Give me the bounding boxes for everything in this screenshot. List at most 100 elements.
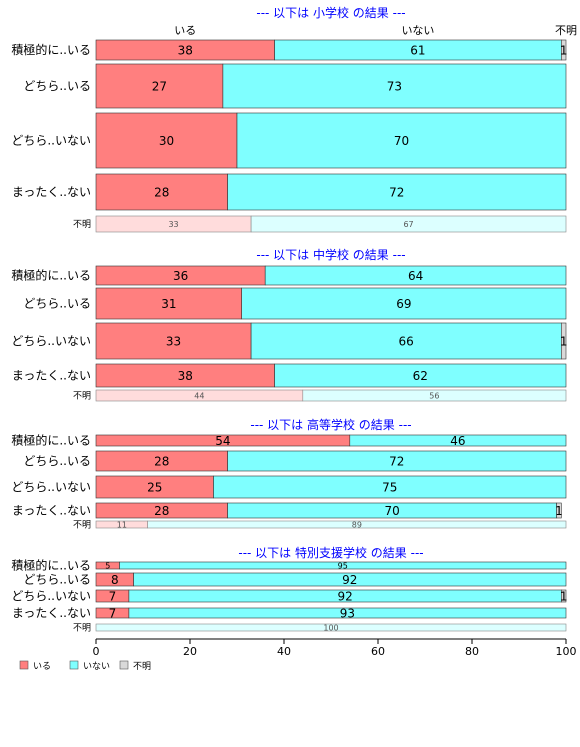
data-label: 92 <box>342 573 357 587</box>
bar-segment-inai <box>227 450 567 472</box>
bar-segment-inai <box>264 265 567 286</box>
data-label: 27 <box>152 79 167 93</box>
bar-segment-fumei <box>560 589 567 603</box>
bar-segment-inai <box>241 287 567 320</box>
data-label: 44 <box>194 391 204 400</box>
row-label: 不明 <box>73 391 91 402</box>
data-label: 28 <box>154 504 169 518</box>
data-label: 54 <box>215 434 230 448</box>
row-label: 積極的に..いる <box>11 42 91 57</box>
row-label: 不明 <box>73 623 91 634</box>
data-label: 73 <box>387 79 402 93</box>
legend-swatch-inai <box>69 660 79 670</box>
legend-label-iru: いる <box>33 661 51 672</box>
bar-segment-inai <box>128 607 567 619</box>
row-label: 積極的に..いる <box>11 268 91 283</box>
x-tick-label: 60 <box>371 645 385 658</box>
data-label: 69 <box>396 297 411 311</box>
bar-segment-inai <box>213 475 567 499</box>
row-label: どちら..いる <box>23 79 91 93</box>
data-label: 100 <box>323 623 338 632</box>
bar-segment-inai <box>147 520 567 529</box>
bar-segment-inai <box>133 572 567 587</box>
bar-segment-fumei <box>556 502 562 519</box>
data-label: 93 <box>340 606 355 620</box>
data-label: 7 <box>109 589 117 603</box>
bar-segment-fumei <box>560 322 567 360</box>
row-label: まったく..ない <box>12 369 91 383</box>
row-label: 積極的に..いる <box>11 433 91 448</box>
column-label-inai: いない <box>401 24 434 37</box>
x-tick-label: 100 <box>556 645 577 658</box>
bar-segment-inai <box>302 389 567 402</box>
data-label: 62 <box>413 369 428 383</box>
row-label: まったく..ない <box>12 185 91 199</box>
legend-swatch-fumei <box>119 660 129 670</box>
data-label: 46 <box>450 434 465 448</box>
data-label: 28 <box>154 185 169 199</box>
data-label: 33 <box>166 334 181 348</box>
row-label: どちら..いる <box>23 573 91 587</box>
data-label: 5 <box>105 561 110 570</box>
data-label: 1 <box>560 589 568 603</box>
data-label: 75 <box>382 480 397 494</box>
x-tick-label: 40 <box>277 645 291 658</box>
bar-segment-inai <box>236 112 567 169</box>
bar-segment-inai <box>250 215 567 233</box>
data-label: 36 <box>173 269 188 283</box>
data-label: 95 <box>338 561 348 570</box>
data-label: 1 <box>560 334 568 348</box>
column-label-fumei: 不明 <box>555 24 577 37</box>
data-label: 67 <box>403 220 413 229</box>
data-label: 11 <box>117 520 127 529</box>
bar-segment-iru <box>95 322 252 360</box>
row-label: どちら..いない <box>11 334 91 348</box>
column-label-iru: いる <box>174 24 196 37</box>
data-label: 64 <box>408 269 423 283</box>
x-tick-label: 20 <box>183 645 197 658</box>
bar-segment-iru <box>95 112 238 169</box>
data-label: 72 <box>389 185 404 199</box>
bar-segment-inai <box>222 63 567 109</box>
legend-swatch-iru <box>19 660 29 670</box>
data-label: 70 <box>394 134 409 148</box>
row-label: どちら..いない <box>11 134 91 148</box>
bar-segment-inai <box>349 434 567 447</box>
panel-title: --- 以下は 特別支援学校 の結果 --- <box>238 545 423 560</box>
data-label: 61 <box>410 43 425 57</box>
data-label: 31 <box>161 297 176 311</box>
bar-segment-fumei <box>560 39 567 61</box>
data-label: 38 <box>178 369 193 383</box>
data-label: 25 <box>147 480 162 494</box>
row-label: 不明 <box>73 520 91 531</box>
data-label: 66 <box>399 334 414 348</box>
bar-segment-inai <box>274 363 567 388</box>
row-label: 積極的に..いる <box>11 558 91 573</box>
row-label: まったく..ない <box>12 504 91 518</box>
data-label: 33 <box>168 220 178 229</box>
data-label: 30 <box>159 134 174 148</box>
bar-segment-inai <box>95 623 567 632</box>
panel-title: --- 以下は 中学校 の結果 --- <box>256 247 405 262</box>
x-tick-label: 0 <box>93 645 100 658</box>
bar-segment-inai <box>227 173 567 211</box>
bar-segment-inai <box>250 322 562 360</box>
data-label: 1 <box>555 504 563 518</box>
data-label: 89 <box>352 520 362 529</box>
data-label: 28 <box>154 454 169 468</box>
bar-segment-inai <box>119 561 567 570</box>
data-label: 92 <box>337 589 352 603</box>
legend-label-fumei: 不明 <box>133 661 151 672</box>
data-label: 7 <box>109 606 117 620</box>
legend-label-inai: いない <box>83 661 110 672</box>
data-label: 38 <box>178 43 193 57</box>
x-tick-label: 80 <box>465 645 479 658</box>
data-label: 70 <box>384 504 399 518</box>
data-label: 1 <box>560 43 568 57</box>
panel-title: --- 以下は 小学校 の結果 --- <box>256 5 405 20</box>
row-label: どちら..いる <box>23 297 91 311</box>
bar-segment-iru <box>95 287 242 320</box>
bar-segment-iru <box>95 173 228 211</box>
